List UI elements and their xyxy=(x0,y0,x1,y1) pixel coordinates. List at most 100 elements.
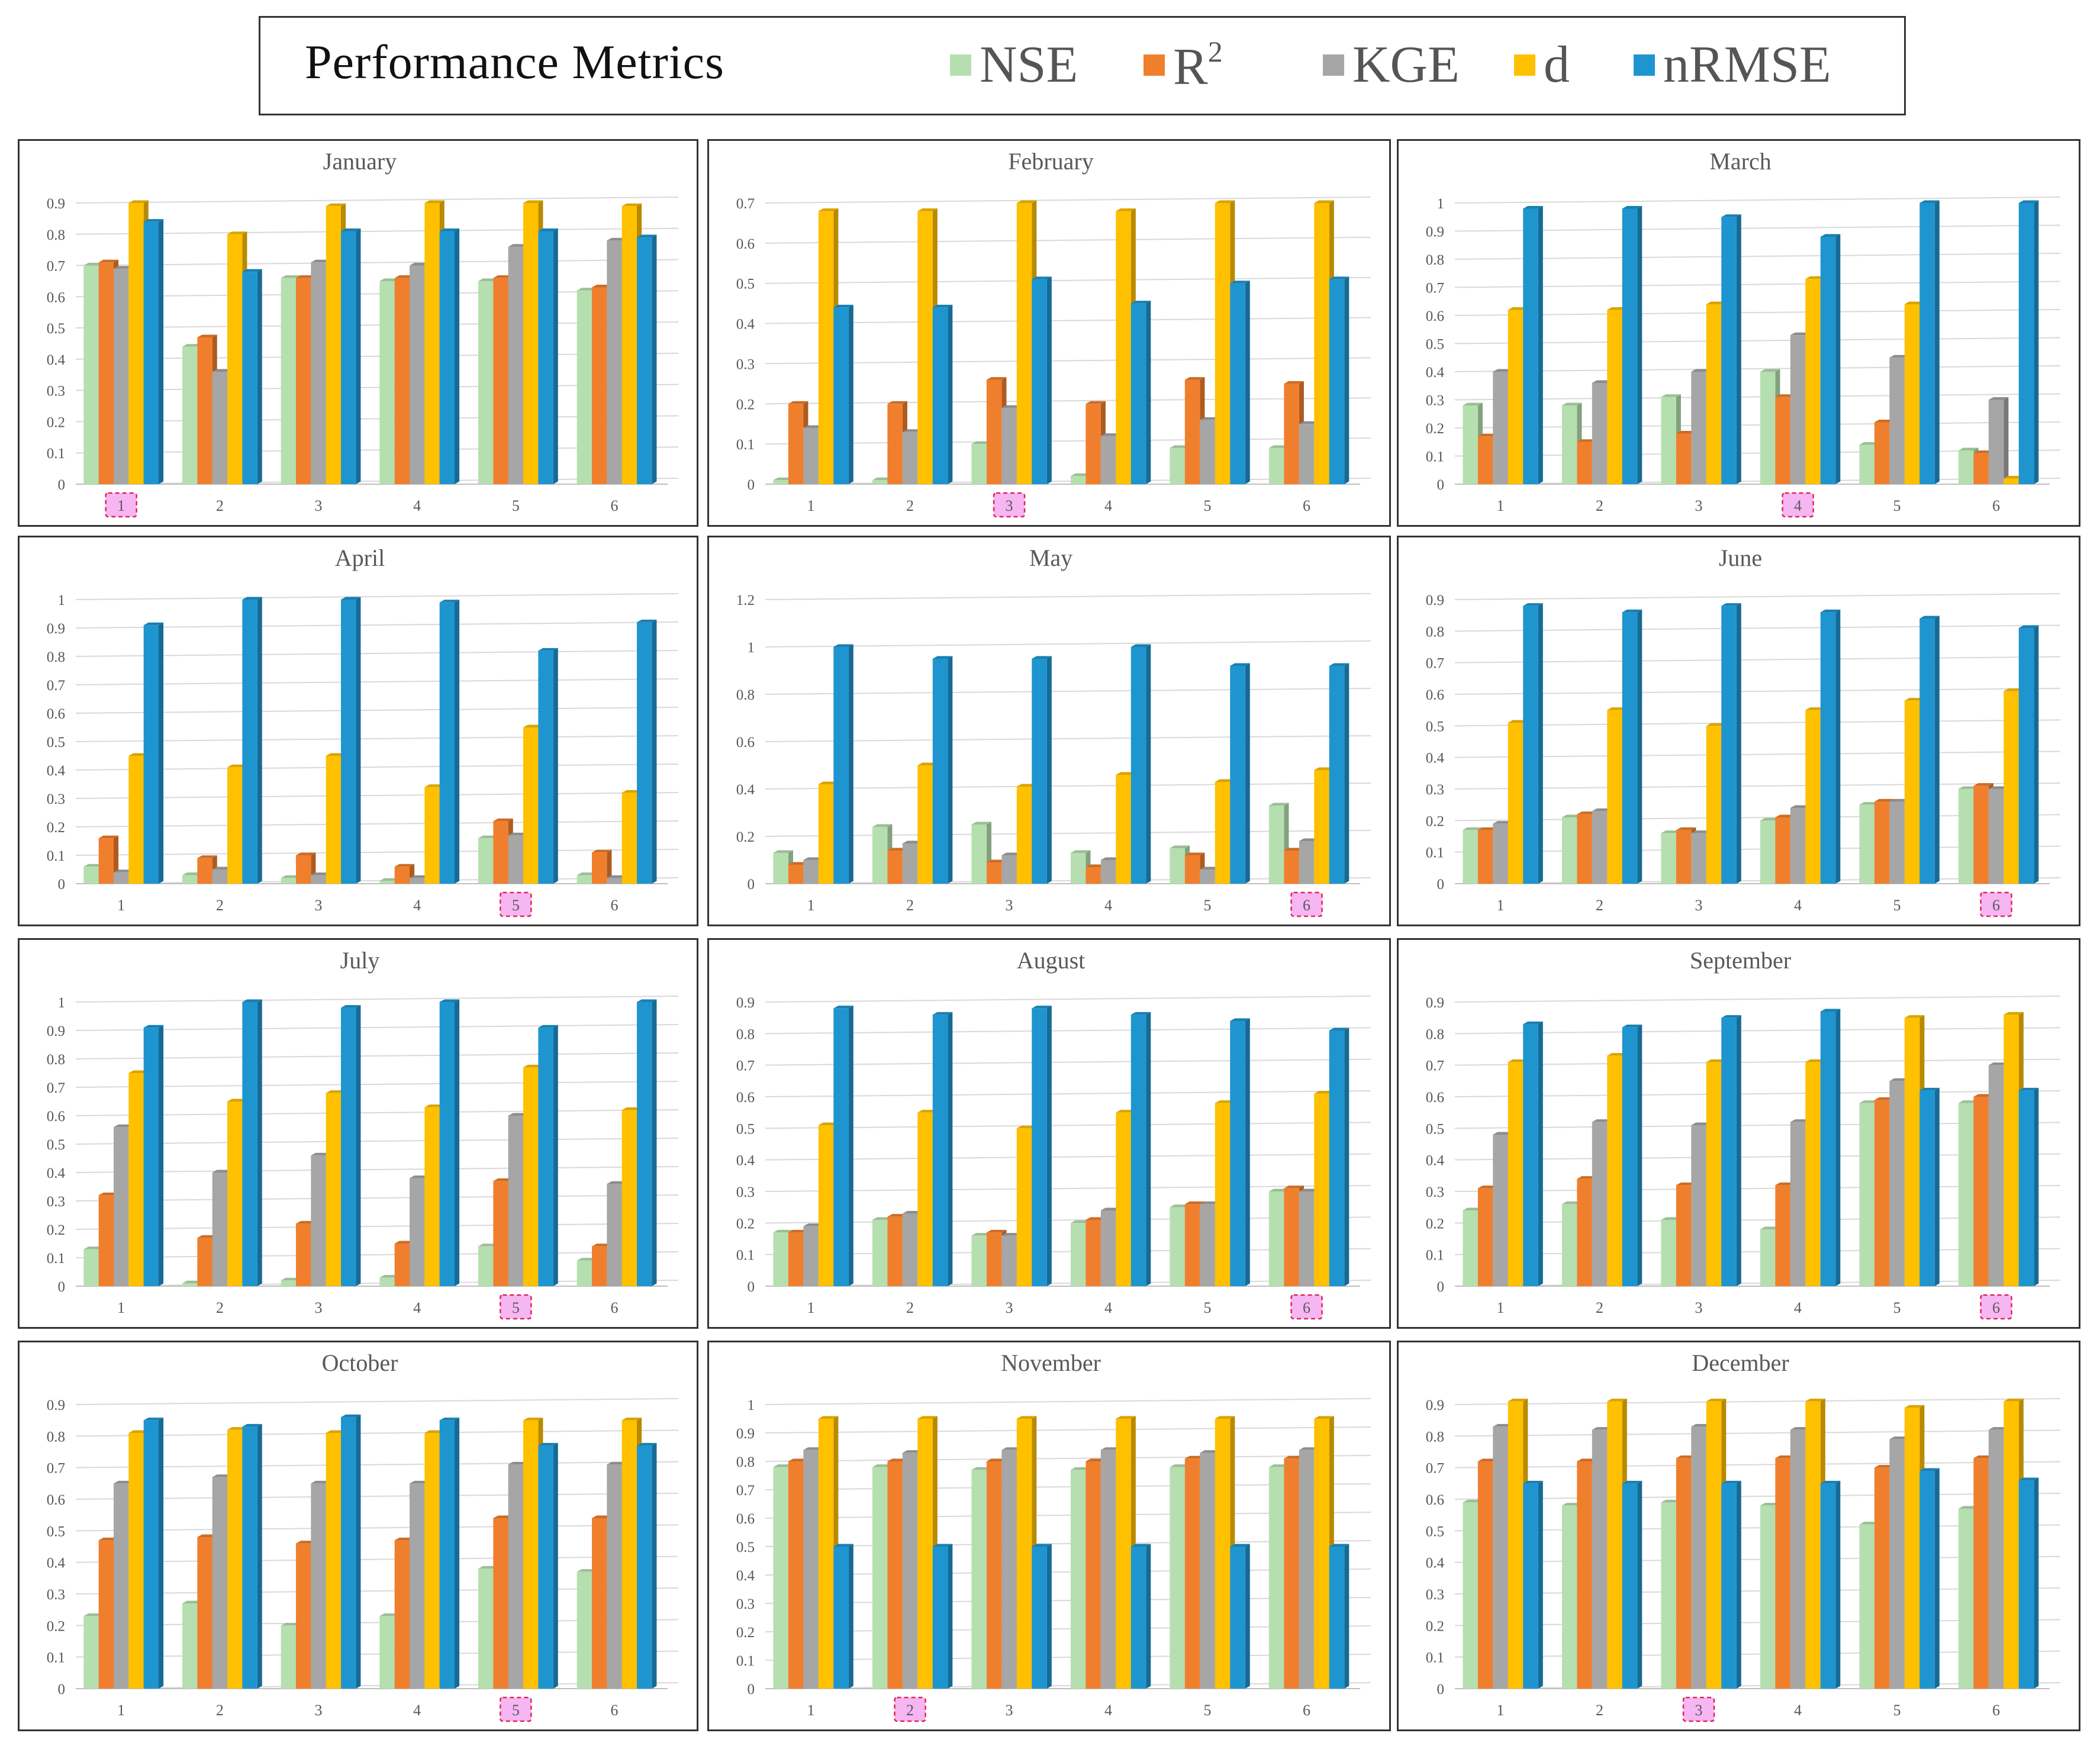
bar-front xyxy=(2004,691,2019,884)
bar-nrmse-2 xyxy=(242,999,262,1286)
bar-front xyxy=(197,858,212,884)
x-tick-label: 6 xyxy=(611,497,619,514)
bar-side xyxy=(2034,200,2039,484)
bar-front xyxy=(1032,1008,1047,1286)
y-tick-label: 0.2 xyxy=(1426,1618,1444,1634)
bar-front xyxy=(1477,1188,1493,1286)
bar-top xyxy=(1268,1464,1289,1467)
bar-front xyxy=(607,240,622,484)
gridline xyxy=(75,259,679,266)
bar-top xyxy=(1721,1015,1741,1018)
bar-top xyxy=(1805,1059,1825,1062)
legend-label-kge: KGE xyxy=(1352,36,1460,94)
bar-top xyxy=(1820,609,1841,613)
y-tick-label: 0 xyxy=(748,477,755,493)
chart-title: January xyxy=(323,148,397,175)
bar-front xyxy=(637,237,652,484)
y-tick-label: 0.8 xyxy=(1426,1026,1444,1042)
chart-title: October xyxy=(322,1349,398,1376)
bar-r2-3 xyxy=(296,852,316,884)
bar-front xyxy=(508,1464,523,1689)
gridline xyxy=(75,1024,679,1031)
bar-top xyxy=(182,344,202,347)
bar-front xyxy=(1215,203,1231,484)
y-tick-label: 0.3 xyxy=(1426,393,1444,409)
bar-front xyxy=(1523,605,1538,884)
bar-front xyxy=(83,265,99,484)
bar-front xyxy=(1463,405,1478,484)
bar-top xyxy=(1874,1097,1895,1100)
bar-side xyxy=(159,622,164,884)
bar-top xyxy=(326,1430,346,1433)
gridline xyxy=(75,678,679,685)
bar-top xyxy=(424,784,445,787)
bar-front xyxy=(818,1419,834,1689)
bar-top xyxy=(1607,707,1627,710)
y-tick-label: 0.2 xyxy=(1426,1216,1444,1232)
bar-front xyxy=(1086,867,1101,884)
bar-top xyxy=(1032,1544,1052,1547)
gridline xyxy=(765,1058,1371,1066)
bar-front xyxy=(1721,1483,1737,1689)
y-tick-label: 0.8 xyxy=(736,687,755,703)
gridline xyxy=(1454,421,2061,429)
bar-side xyxy=(257,1423,262,1689)
bar-top xyxy=(1184,852,1205,855)
bar-front xyxy=(1100,1450,1116,1689)
chart-title: March xyxy=(1709,148,1771,175)
y-tick-label: 0.7 xyxy=(47,678,65,694)
bar-front xyxy=(296,1543,311,1689)
bar-side xyxy=(356,597,361,884)
bar-top xyxy=(592,285,612,288)
y-tick-label: 0.3 xyxy=(736,1184,755,1200)
bar-top xyxy=(1523,206,1543,209)
y-tick-label: 0.5 xyxy=(736,1121,755,1137)
bar-front xyxy=(182,1283,198,1286)
y-tick-label: 0.8 xyxy=(1426,252,1444,268)
bar-front xyxy=(1508,1401,1524,1689)
bar-front xyxy=(1790,335,1806,484)
bar-top xyxy=(1790,332,1811,336)
bar-top xyxy=(98,259,119,263)
bar-front xyxy=(1215,782,1231,884)
gridline xyxy=(765,397,1371,405)
bar-front xyxy=(1001,855,1017,884)
bar-top xyxy=(523,1418,543,1421)
bar-top xyxy=(1691,830,1711,833)
gridline xyxy=(1454,1461,2061,1468)
bar-front xyxy=(1706,726,1722,884)
bar-top xyxy=(1607,1399,1627,1402)
bar-front xyxy=(1016,1419,1032,1689)
bar-nrmse-2 xyxy=(242,597,262,884)
bar-top xyxy=(182,1600,202,1603)
bar-nrmse-6 xyxy=(1329,1028,1349,1286)
bar-front xyxy=(1284,1188,1299,1286)
bar-front xyxy=(379,881,395,884)
bar-front xyxy=(439,1002,455,1286)
bar-nrmse-5 xyxy=(1919,1087,1940,1286)
bar-front xyxy=(394,1540,410,1689)
bar-top xyxy=(803,1223,823,1226)
bar-top xyxy=(1016,1125,1037,1129)
bar-top xyxy=(1622,206,1642,209)
bar-front xyxy=(478,1568,494,1689)
x-tick-label: 3 xyxy=(1006,497,1013,514)
bar-front xyxy=(1706,304,1722,484)
bar-nrmse-1 xyxy=(143,219,164,484)
bar-top xyxy=(1086,1217,1106,1220)
bar-top xyxy=(1706,723,1727,726)
highlight-box xyxy=(500,1294,532,1320)
y-tick-label: 0.9 xyxy=(47,196,65,212)
bar-top xyxy=(1973,450,1993,453)
bar-top xyxy=(1508,307,1528,310)
bar-top xyxy=(227,1427,247,1430)
bar-front xyxy=(493,1518,508,1689)
bar-top xyxy=(326,753,346,756)
bar-nrmse-5 xyxy=(1230,1544,1250,1689)
bar-top xyxy=(242,269,262,272)
bar-top xyxy=(83,1246,104,1249)
bar-front xyxy=(1775,397,1790,484)
bar-top xyxy=(493,1515,513,1518)
gridline xyxy=(1454,593,2061,600)
bar-top xyxy=(1284,848,1304,851)
